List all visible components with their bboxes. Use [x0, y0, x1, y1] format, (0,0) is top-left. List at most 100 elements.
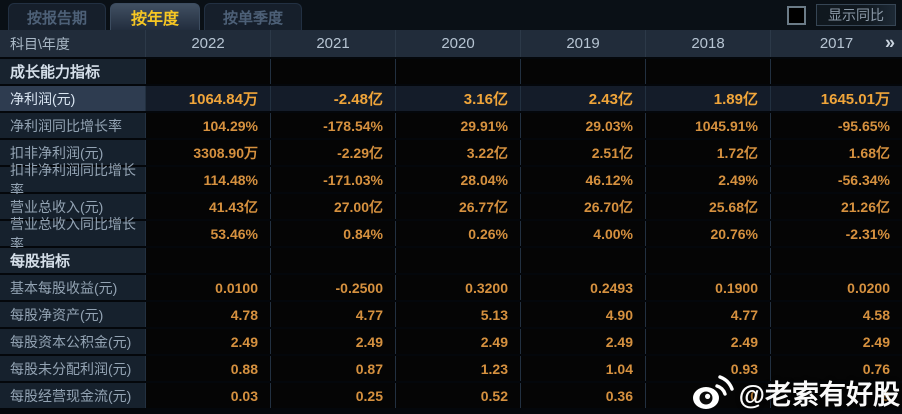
value-cell-2021: -2.29亿 — [270, 140, 395, 165]
value-cell-2020: 2.49 — [395, 329, 520, 354]
value-cell-2021: -171.03% — [270, 167, 395, 192]
year-label: 2019 — [566, 35, 600, 52]
value-cell-2020 — [395, 59, 520, 84]
row-label: 成长能力指标 — [0, 59, 145, 84]
value-cell-2022: 0.88 — [145, 356, 270, 381]
value-cell-2017: 1.68亿 — [770, 140, 902, 165]
value-cell-2019 — [520, 59, 645, 84]
value-cell-2022: 0.03 — [145, 383, 270, 408]
table-row[interactable]: 每股资本公积金(元) 2.49 2.49 2.49 2.49 2.49 2.49 — [0, 327, 902, 354]
row-label: 营业总收入(元) — [0, 194, 145, 219]
value-cell-2021: -2.48亿 — [270, 86, 395, 111]
value-cell-2020: 28.04% — [395, 167, 520, 192]
value-cell-2017: -95.65% — [770, 113, 902, 138]
value-cell-2020 — [395, 248, 520, 273]
year-header-2018: 2018 — [645, 30, 770, 57]
table-row[interactable]: 营业总收入(元) 41.43亿 27.00亿 26.77亿 26.70亿 25.68亿 21… — [0, 192, 902, 219]
value-cell-2022: 4.78 — [145, 302, 270, 327]
value-cell-2021: 0.87 — [270, 356, 395, 381]
value-cell-2019: 2.49 — [520, 329, 645, 354]
table-row[interactable]: 净利润(元) 1064.84万 -2.48亿 3.16亿 2.43亿 1.89亿 1645.… — [0, 84, 902, 111]
value-cell-2022: 114.48% — [145, 167, 270, 192]
value-cell-2017: 21.26亿 — [770, 194, 902, 219]
value-cell-2018: 25.68亿 — [645, 194, 770, 219]
show-yoy-checkbox[interactable] — [787, 5, 806, 25]
value-cell-2021 — [270, 59, 395, 84]
year-header-2017: 2017 » — [770, 30, 902, 57]
value-cell-2022 — [145, 248, 270, 273]
value-cell-2019: 46.12% — [520, 167, 645, 192]
row-label: 基本每股收益(元) — [0, 275, 145, 300]
tab-bar: 按报告期 按年度 按单季度 显示同比 — [0, 0, 902, 30]
value-cell-2017: 4.58 — [770, 302, 902, 327]
value-cell-2022 — [145, 59, 270, 84]
section-row: 成长能力指标 — [0, 57, 902, 84]
table-body: 成长能力指标 净利润(元) 1064.84万 -2.48亿 3.16亿 2.43亿 1.89… — [0, 57, 902, 408]
value-cell-2020: 0.52 — [395, 383, 520, 408]
value-cell-2018: 2.49% — [645, 167, 770, 192]
table-row[interactable]: 净利润同比增长率 104.29% -178.54% 29.91% 29.03% 1045.… — [0, 111, 902, 138]
more-columns-icon[interactable]: » — [884, 32, 895, 53]
value-cell-2020: 0.26% — [395, 221, 520, 246]
value-cell-2021: -0.2500 — [270, 275, 395, 300]
year-header-2020: 2020 — [395, 30, 520, 57]
value-cell-2018: 1.89亿 — [645, 86, 770, 111]
value-cell-2021: -178.54% — [270, 113, 395, 138]
value-cell-2018 — [645, 59, 770, 84]
row-label: 营业总收入同比增长率 — [0, 216, 145, 252]
value-cell-2018: 0 — [645, 383, 770, 408]
row-label: 每股净资产(元) — [0, 302, 145, 327]
value-cell-2020: 3.22亿 — [395, 140, 520, 165]
table-row[interactable]: 基本每股收益(元) 0.0100 -0.2500 0.3200 0.2493 0.1900… — [0, 273, 902, 300]
tab-by-year[interactable]: 按年度 — [110, 3, 201, 30]
row-label: 扣非净利润(元) — [0, 140, 145, 165]
value-cell-2018: 2.49 — [645, 329, 770, 354]
value-cell-2021: 0.25 — [270, 383, 395, 408]
table-row[interactable]: 每股净资产(元) 4.78 4.77 5.13 4.90 4.77 4.58 — [0, 300, 902, 327]
year-label: 2017 — [819, 35, 854, 52]
table-row[interactable]: 扣非净利润同比增长率 114.48% -171.03% 28.04% 46.12% 2.4… — [0, 162, 902, 198]
show-yoy-label[interactable]: 显示同比 — [816, 4, 896, 26]
value-cell-2017 — [770, 59, 902, 84]
table-row[interactable]: 每股未分配利润(元) 0.88 0.87 1.23 1.04 0.93 0.76 — [0, 354, 902, 381]
value-cell-2018 — [645, 248, 770, 273]
row-label: 每股指标 — [0, 248, 145, 273]
corner-header: 科目\年度 — [10, 35, 70, 52]
year-label: 2022 — [191, 35, 225, 52]
value-cell-2018: 1.72亿 — [645, 140, 770, 165]
value-cell-2021: 0.84% — [270, 221, 395, 246]
value-cell-2017: 1645.01万 — [770, 86, 902, 111]
value-cell-2020: 26.77亿 — [395, 194, 520, 219]
value-cell-2019: 0.36 — [520, 383, 645, 408]
year-header-2019: 2019 — [520, 30, 645, 57]
table-row[interactable]: 营业总收入同比增长率 53.46% 0.84% 0.26% 4.00% 20.76% -2.… — [0, 216, 902, 252]
value-cell-2022: 3308.90万 — [145, 140, 270, 165]
row-label: 每股未分配利润(元) — [0, 356, 145, 381]
value-cell-2019 — [520, 248, 645, 273]
value-cell-2019: 2.51亿 — [520, 140, 645, 165]
row-label: 扣非净利润同比增长率 — [0, 162, 145, 198]
section-row: 每股指标 — [0, 246, 902, 273]
value-cell-2022: 1064.84万 — [145, 86, 270, 111]
value-cell-2019: 4.00% — [520, 221, 645, 246]
value-cell-2018: 20.76% — [645, 221, 770, 246]
tab-by-quarter[interactable]: 按单季度 — [204, 3, 303, 30]
value-cell-2017: 9 — [770, 383, 902, 408]
value-cell-2018: 0.93 — [645, 356, 770, 381]
indicators-table: 科目\年度 2022 2021 2020 2019 2018 2017 » 成长能力指标 净利… — [0, 30, 902, 408]
value-cell-2021: 2.49 — [270, 329, 395, 354]
value-cell-2019: 2.43亿 — [520, 86, 645, 111]
value-cell-2017: 0.0200 — [770, 275, 902, 300]
table-row[interactable]: 扣非净利润(元) 3308.90万 -2.29亿 3.22亿 2.51亿 1.72亿 1.6… — [0, 138, 902, 165]
year-label: 2021 — [316, 35, 350, 52]
value-cell-2018: 4.77 — [645, 302, 770, 327]
value-cell-2022: 41.43亿 — [145, 194, 270, 219]
year-label: 2018 — [691, 35, 725, 52]
yoy-controls: 显示同比 — [787, 4, 896, 26]
table-row[interactable]: 每股经营现金流(元) 0.03 0.25 0.52 0.36 0 9 — [0, 381, 902, 408]
tab-by-report-period[interactable]: 按报告期 — [8, 3, 107, 30]
value-cell-2019: 1.04 — [520, 356, 645, 381]
value-cell-2020: 5.13 — [395, 302, 520, 327]
value-cell-2017 — [770, 248, 902, 273]
